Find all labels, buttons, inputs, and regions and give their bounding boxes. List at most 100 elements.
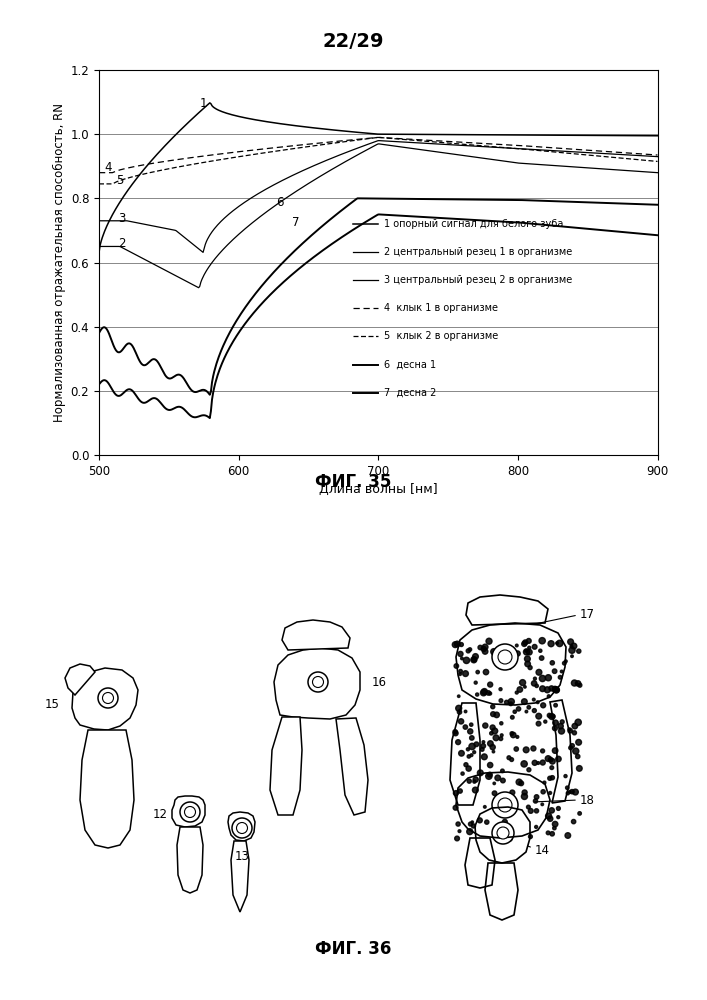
Circle shape — [486, 691, 491, 695]
Circle shape — [522, 699, 527, 704]
Circle shape — [556, 642, 559, 644]
Circle shape — [539, 686, 545, 692]
Circle shape — [552, 669, 557, 673]
X-axis label: Длина волны [нм]: Длина волны [нм] — [319, 483, 438, 496]
Text: 6  десна 1: 6 десна 1 — [384, 360, 436, 370]
Circle shape — [571, 819, 575, 824]
Circle shape — [552, 686, 558, 692]
Circle shape — [525, 656, 530, 662]
Circle shape — [532, 698, 535, 701]
Text: 22/29: 22/29 — [323, 32, 384, 51]
Polygon shape — [80, 730, 134, 848]
Circle shape — [473, 780, 476, 783]
Circle shape — [482, 644, 488, 650]
Circle shape — [470, 754, 473, 757]
Circle shape — [484, 806, 486, 808]
Circle shape — [573, 748, 579, 754]
Circle shape — [536, 713, 542, 719]
Circle shape — [487, 772, 492, 777]
Text: 17: 17 — [580, 608, 595, 621]
Circle shape — [527, 768, 531, 772]
Text: ФИГ. 35: ФИГ. 35 — [315, 473, 392, 491]
Text: ФИГ. 36: ФИГ. 36 — [315, 940, 392, 958]
Circle shape — [551, 714, 555, 719]
Circle shape — [549, 714, 555, 719]
Circle shape — [566, 786, 569, 789]
Circle shape — [510, 732, 516, 738]
Circle shape — [534, 825, 537, 828]
Circle shape — [552, 726, 557, 731]
Circle shape — [510, 790, 515, 795]
Circle shape — [560, 720, 564, 724]
Circle shape — [472, 787, 478, 793]
Text: 7: 7 — [292, 216, 299, 229]
Circle shape — [453, 805, 458, 810]
Circle shape — [532, 709, 537, 713]
Circle shape — [481, 689, 487, 695]
Circle shape — [527, 706, 530, 709]
Circle shape — [459, 673, 462, 675]
Circle shape — [480, 748, 484, 751]
Text: 3: 3 — [119, 212, 126, 225]
Circle shape — [468, 648, 472, 651]
Circle shape — [554, 687, 559, 693]
Circle shape — [473, 751, 476, 754]
Circle shape — [558, 723, 563, 729]
Circle shape — [541, 749, 544, 753]
Circle shape — [496, 831, 502, 837]
Text: 18: 18 — [580, 794, 595, 806]
Circle shape — [484, 669, 489, 675]
Circle shape — [575, 754, 580, 759]
Circle shape — [523, 649, 530, 655]
Circle shape — [559, 728, 564, 734]
Circle shape — [527, 646, 531, 649]
Circle shape — [477, 818, 482, 823]
Circle shape — [553, 687, 559, 693]
Circle shape — [497, 827, 509, 839]
Circle shape — [467, 755, 471, 758]
Circle shape — [497, 806, 501, 810]
Circle shape — [548, 641, 554, 647]
Circle shape — [462, 671, 469, 676]
Circle shape — [510, 800, 513, 803]
Circle shape — [521, 793, 527, 800]
Polygon shape — [282, 620, 350, 650]
Circle shape — [489, 692, 491, 695]
Circle shape — [501, 778, 506, 783]
Circle shape — [563, 661, 566, 665]
Circle shape — [515, 691, 518, 694]
Circle shape — [455, 836, 460, 841]
Circle shape — [491, 705, 495, 709]
Circle shape — [545, 675, 551, 681]
Circle shape — [520, 680, 525, 686]
Circle shape — [472, 654, 479, 659]
Circle shape — [453, 791, 458, 796]
Circle shape — [457, 695, 460, 697]
Circle shape — [458, 830, 461, 833]
Circle shape — [570, 790, 574, 794]
Circle shape — [546, 813, 551, 819]
Circle shape — [537, 701, 539, 704]
Circle shape — [535, 684, 538, 688]
Circle shape — [478, 645, 482, 650]
Circle shape — [544, 687, 550, 693]
Circle shape — [549, 757, 553, 762]
Circle shape — [534, 809, 539, 813]
Circle shape — [575, 739, 582, 745]
Circle shape — [456, 822, 460, 826]
Text: 7  десна 2: 7 десна 2 — [384, 388, 436, 398]
Circle shape — [481, 754, 487, 760]
Circle shape — [550, 766, 554, 770]
Circle shape — [499, 737, 503, 741]
Text: 5  клык 2 в организме: 5 клык 2 в организме — [384, 331, 498, 341]
Circle shape — [571, 643, 577, 649]
Circle shape — [559, 675, 562, 679]
Circle shape — [457, 710, 462, 714]
Circle shape — [548, 776, 552, 780]
Circle shape — [552, 821, 558, 827]
Polygon shape — [228, 812, 255, 841]
Circle shape — [556, 756, 561, 762]
Circle shape — [467, 729, 473, 734]
Y-axis label: Нормализованная отражательная способность, RN: Нормализованная отражательная способност… — [53, 103, 66, 422]
Circle shape — [549, 686, 554, 691]
